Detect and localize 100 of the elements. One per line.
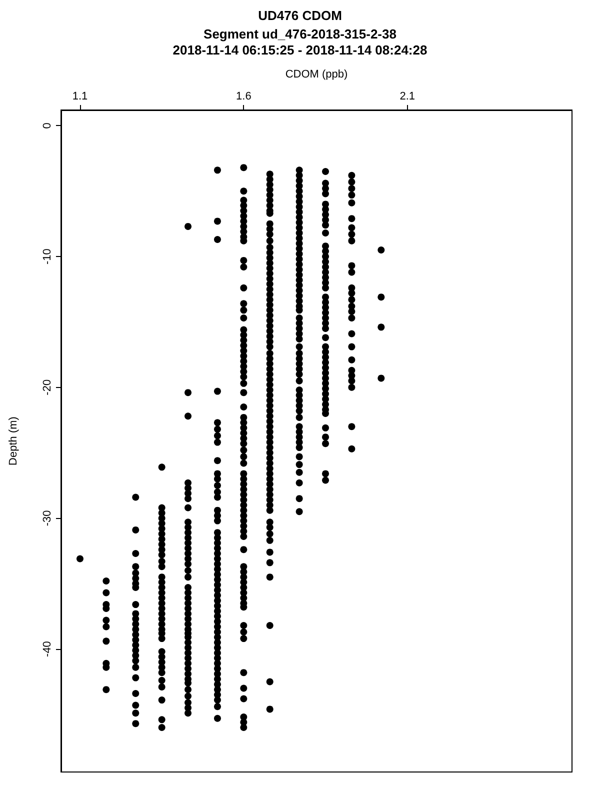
y-tick-label: -30 <box>42 510 54 526</box>
point <box>132 601 140 608</box>
point <box>214 236 221 244</box>
point <box>184 560 192 568</box>
point <box>102 686 110 694</box>
point <box>296 343 303 350</box>
point <box>158 724 166 732</box>
point <box>348 185 356 192</box>
point <box>102 638 110 645</box>
point <box>184 222 192 230</box>
point <box>348 215 356 222</box>
point <box>184 412 192 420</box>
point <box>184 389 192 396</box>
point <box>322 284 329 292</box>
point <box>184 504 192 512</box>
chart-subtitle: Segment ud_476-2018-315-2-38 2018-11-14 06:15:25 - 2018-11-14 08:24:28 <box>172 26 428 58</box>
point <box>132 702 140 709</box>
point <box>348 224 356 232</box>
point <box>214 166 221 174</box>
point <box>348 343 356 350</box>
y-tick-label: -10 <box>42 248 54 264</box>
point <box>132 674 140 682</box>
point <box>296 495 303 502</box>
point <box>158 551 166 558</box>
point <box>348 237 356 244</box>
point <box>378 246 385 254</box>
point <box>184 686 192 694</box>
point <box>132 550 140 558</box>
point <box>348 290 356 297</box>
point <box>378 374 385 382</box>
point <box>322 434 329 441</box>
point <box>322 470 329 478</box>
point <box>378 294 385 301</box>
x-tick-label: 1.6 <box>236 90 252 102</box>
point <box>348 377 356 384</box>
point <box>348 445 356 452</box>
chart-title: UD476 CDOM <box>258 8 342 23</box>
point <box>158 635 166 642</box>
point <box>322 190 329 198</box>
y-tick-label: 0 <box>42 122 54 129</box>
point <box>348 330 356 338</box>
point <box>214 432 221 440</box>
y-axis-title: Depth (m) <box>8 416 20 466</box>
point <box>348 230 356 238</box>
point <box>322 424 329 432</box>
point <box>348 308 356 315</box>
point <box>214 426 221 433</box>
point <box>296 508 303 516</box>
point <box>184 567 192 574</box>
x-tick-label: 2.1 <box>400 90 415 102</box>
point <box>132 526 140 534</box>
point <box>214 482 221 489</box>
point <box>348 296 356 304</box>
point <box>322 476 329 484</box>
point <box>214 517 221 524</box>
point <box>296 370 303 378</box>
point <box>296 479 303 486</box>
point <box>348 356 356 364</box>
point <box>214 703 221 710</box>
point <box>214 714 221 722</box>
point <box>296 414 303 421</box>
point <box>322 229 329 236</box>
point <box>296 407 303 414</box>
point <box>348 314 356 322</box>
point <box>102 589 110 596</box>
point <box>348 172 356 179</box>
point <box>102 577 110 584</box>
point <box>296 453 303 460</box>
point <box>214 494 221 501</box>
point <box>158 464 166 471</box>
point <box>348 192 356 199</box>
point <box>214 696 221 704</box>
point <box>214 457 221 464</box>
point <box>322 440 329 448</box>
point <box>76 555 84 562</box>
point <box>132 657 140 664</box>
point <box>296 461 303 468</box>
point <box>214 475 221 482</box>
point <box>158 669 166 676</box>
point <box>348 178 356 186</box>
point <box>158 716 166 724</box>
point <box>214 218 221 225</box>
point <box>132 710 140 717</box>
point <box>296 444 303 452</box>
point <box>214 388 221 395</box>
point <box>132 690 140 697</box>
point <box>158 676 166 684</box>
point <box>102 616 110 624</box>
point <box>322 334 329 342</box>
point <box>184 692 192 700</box>
point <box>132 720 140 728</box>
point <box>296 468 303 476</box>
point <box>378 324 385 331</box>
y-tick-label: -20 <box>42 379 54 396</box>
point <box>158 696 166 704</box>
point <box>322 222 329 229</box>
point <box>184 495 192 502</box>
point <box>322 324 329 332</box>
point <box>132 494 140 501</box>
point <box>322 168 329 175</box>
